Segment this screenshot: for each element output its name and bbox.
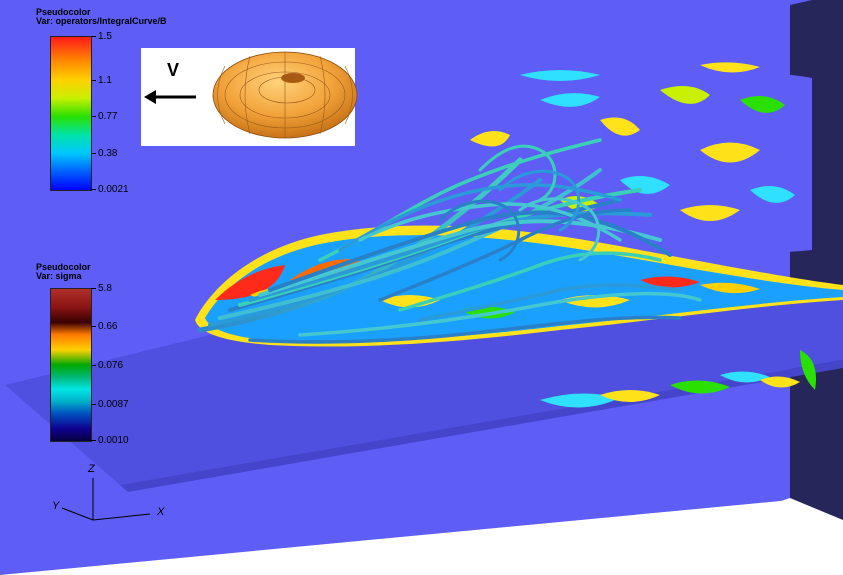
legend-sigma: Pseudocolor Var: sigma 5.8 0.66 0.076 0.…: [36, 262, 129, 446]
legend-tick: 0.0087: [91, 400, 129, 410]
legend-title: Pseudocolor: [36, 7, 91, 17]
color-bar: [50, 288, 92, 442]
legend-integral-curve: Pseudocolor Var: operators/IntegralCurve…: [36, 7, 167, 195]
legend-title: Pseudocolor: [36, 262, 91, 272]
legend-variable: Var: sigma: [36, 271, 82, 281]
legend-tick: 5.8: [91, 284, 112, 294]
axes-triad: [61, 478, 151, 521]
floor-white: [560, 498, 843, 575]
legend-variable: Var: operators/IntegralCurve/B: [36, 16, 167, 26]
legend-tick: 0.38: [91, 149, 117, 159]
legend-tick: 1.5: [91, 32, 112, 42]
legend-tick: 1.1: [91, 76, 112, 86]
axis-y-label: Y: [52, 500, 60, 512]
legend-tick: 0.66: [91, 322, 117, 332]
color-bar: [50, 36, 92, 191]
inset-torus-group: [141, 48, 358, 146]
streamline-tubes: [197, 138, 702, 344]
legend-tick: 0.0010: [91, 436, 129, 446]
velocity-label: V: [167, 60, 180, 80]
legend-tick: 0.076: [91, 361, 123, 371]
legend-tick: 0.0021: [91, 185, 129, 195]
wake-pattern-lower: [540, 350, 816, 408]
legend-tick: 0.77: [91, 112, 117, 122]
axis-z-label: Z: [88, 463, 95, 475]
axis-x-label: X: [157, 506, 165, 518]
horizontal-slice-plane: [5, 290, 843, 485]
horizontal-slice-edge: [120, 360, 843, 492]
